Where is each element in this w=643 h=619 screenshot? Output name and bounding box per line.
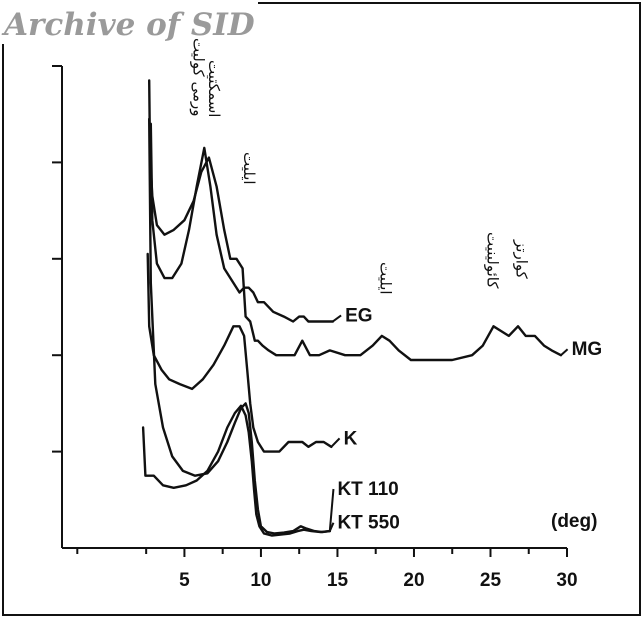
watermark-backdrop bbox=[0, 0, 258, 44]
series-label: MG bbox=[572, 339, 603, 360]
series-label-leader bbox=[560, 348, 569, 356]
watermark-text: Archive of SID bbox=[1, 7, 255, 43]
series-label-leader bbox=[328, 522, 335, 532]
x-ticks: 5 10 15 20 25 30 bbox=[76, 548, 578, 591]
series-eg-line bbox=[149, 122, 335, 323]
series-label: KT 110 bbox=[337, 479, 398, 500]
series-mg-line bbox=[148, 79, 563, 362]
peak-annotation: ایلیت bbox=[240, 152, 258, 185]
peak-annotation: ورمی کولیت bbox=[190, 38, 208, 117]
series-kt-110-line bbox=[141, 404, 331, 537]
series-label-leader bbox=[328, 488, 335, 532]
x-tick-label: 5 bbox=[179, 570, 190, 591]
series-k-line bbox=[146, 252, 333, 453]
curve-labels: MG EG K KT 110 KT 550 bbox=[337, 305, 602, 533]
axes bbox=[61, 66, 567, 549]
series-label: EG bbox=[345, 305, 372, 326]
x-tick-label: 25 bbox=[480, 570, 502, 591]
y-ticks bbox=[52, 65, 62, 453]
peak-annotation: ایلیت bbox=[376, 262, 394, 295]
x-tick-label: 30 bbox=[556, 570, 577, 591]
x-tick-label: 10 bbox=[250, 570, 271, 591]
x-tick-label: 20 bbox=[403, 570, 424, 591]
series-label: K bbox=[344, 428, 358, 449]
series-label-leader bbox=[332, 314, 342, 323]
series-kt-550-line bbox=[148, 117, 331, 535]
x-axis-label: (deg) bbox=[551, 511, 597, 532]
series-label: KT 550 bbox=[337, 513, 399, 534]
peak-annotation: کوارتز bbox=[513, 239, 531, 280]
peak-annotation: کائولینیت bbox=[483, 232, 501, 289]
traces bbox=[141, 79, 569, 537]
x-tick-label: 15 bbox=[327, 570, 349, 591]
series-label-leader bbox=[330, 437, 341, 448]
peak-annotation: اسمکتیت bbox=[205, 60, 223, 117]
